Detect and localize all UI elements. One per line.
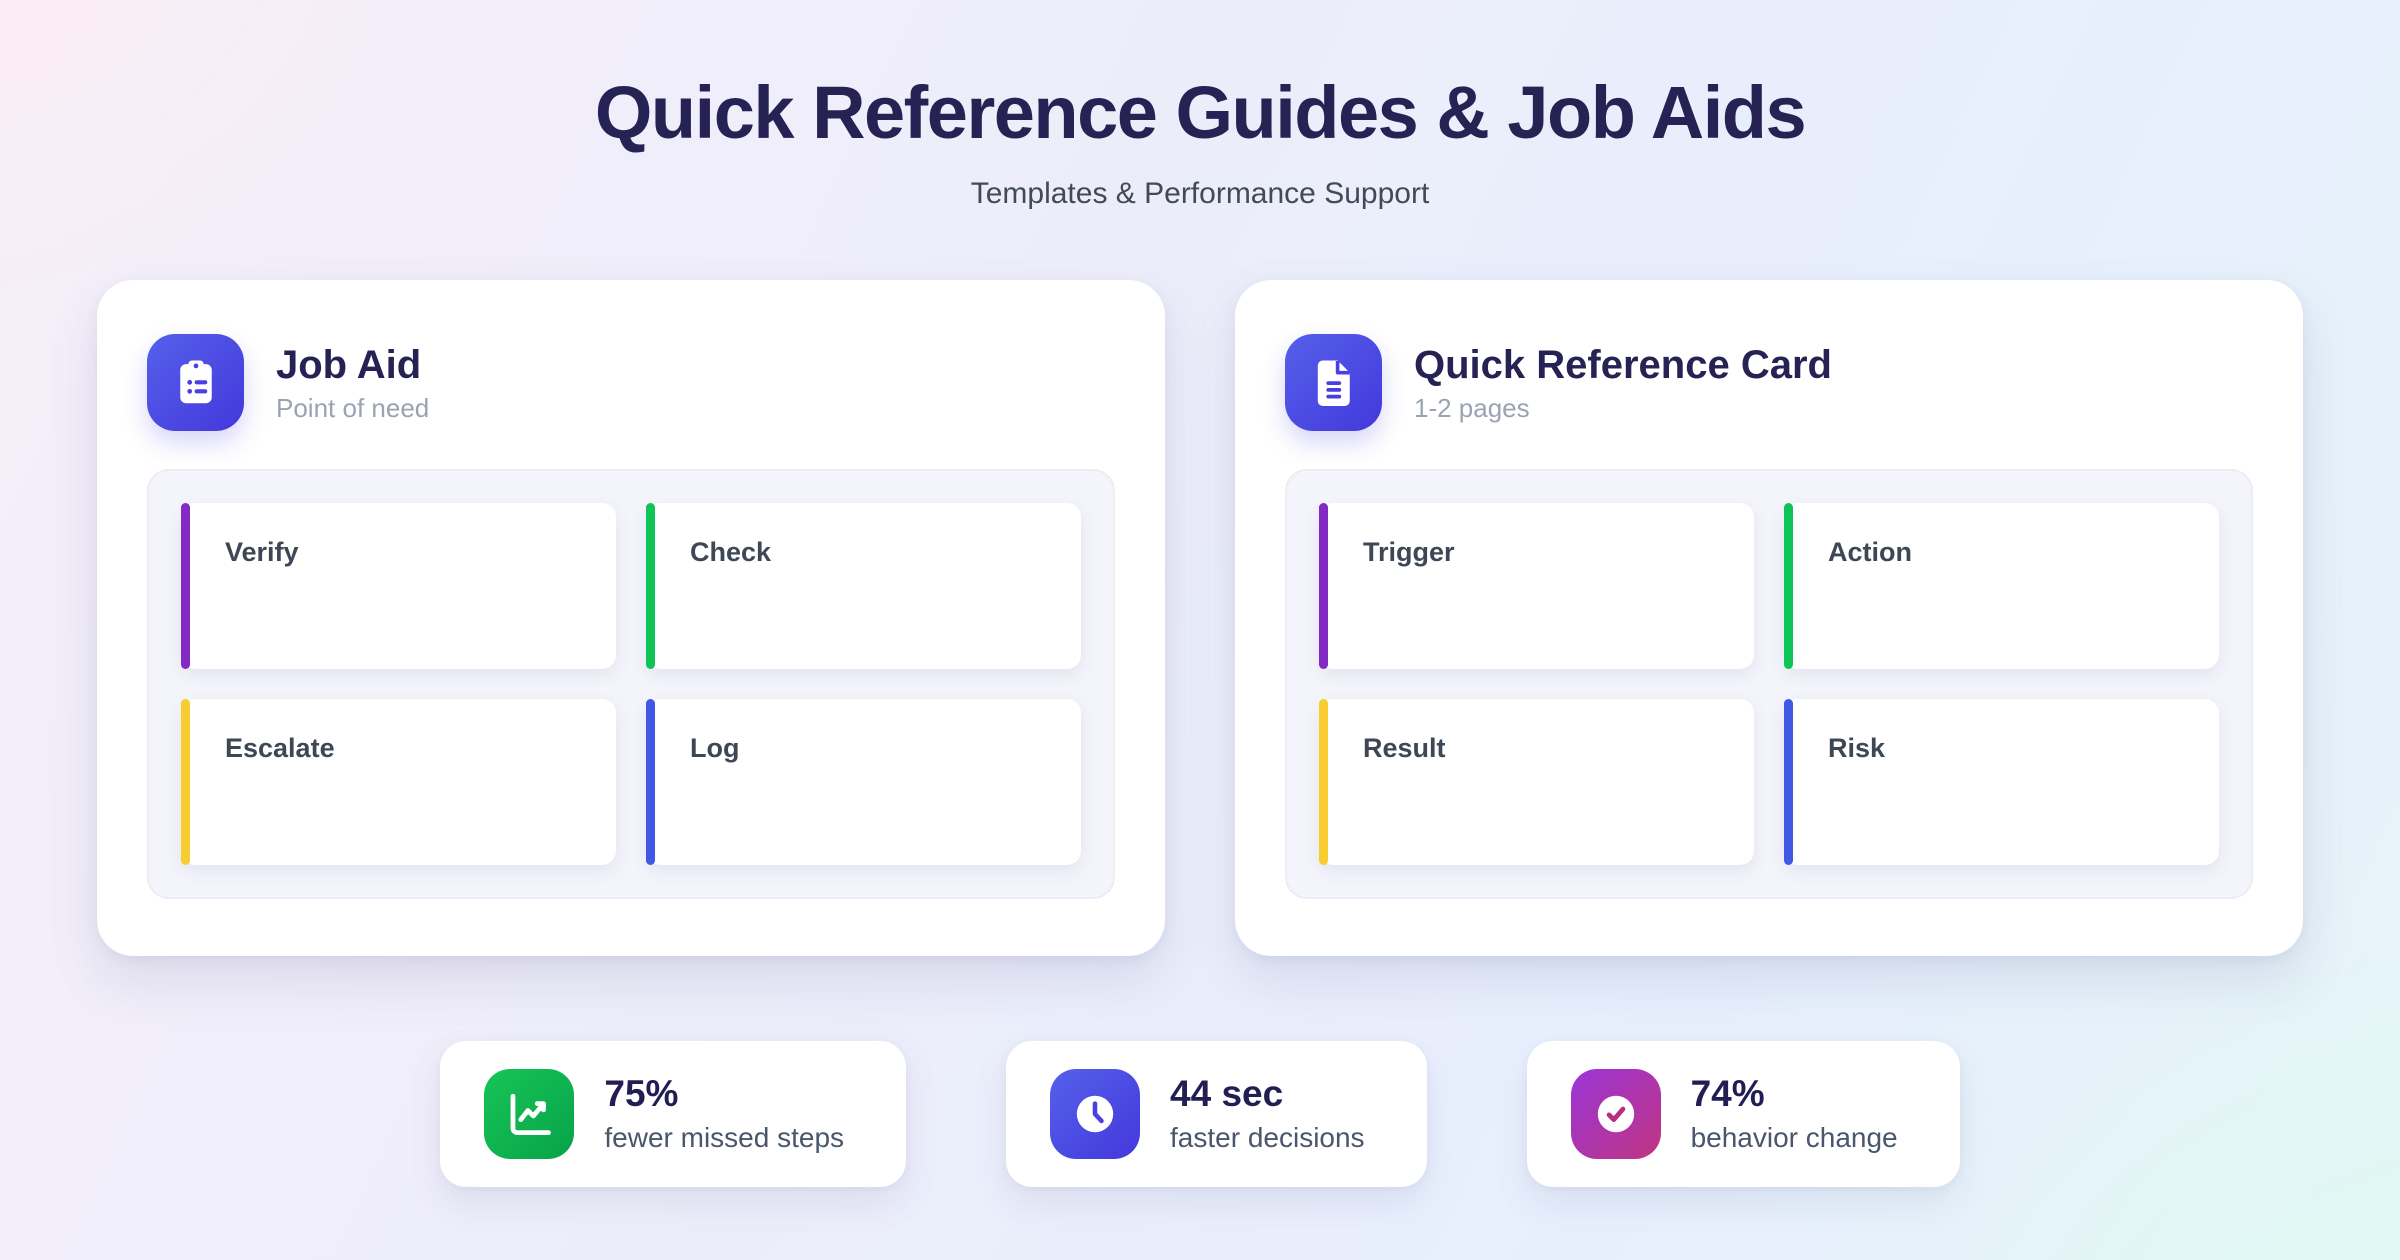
- job-aid-card: Job Aid Point of need Verify Check Escal…: [97, 280, 1165, 956]
- stat-label: behavior change: [1690, 1121, 1898, 1153]
- card-title: Quick Reference Card: [1414, 342, 1832, 387]
- stat-value: 44 sec: [1170, 1073, 1284, 1115]
- template-cell-risk: Risk: [1784, 699, 2219, 865]
- stat-card-behavior-change: 74% behavior change: [1526, 1041, 1960, 1187]
- stats-row: 75% fewer missed steps 44 sec faster dec…: [0, 1041, 2400, 1187]
- stat-label: fewer missed steps: [604, 1121, 845, 1153]
- job-aid-card-heading: Job Aid Point of need: [276, 342, 429, 424]
- quick-reference-card: Quick Reference Card 1-2 pages Trigger A…: [1235, 280, 2303, 956]
- template-cell-log: Log: [646, 699, 1081, 865]
- card-subtitle: 1-2 pages: [1414, 392, 1530, 423]
- job-aid-card-header: Job Aid Point of need: [147, 334, 1115, 431]
- page-header: Quick Reference Guides & Job Aids Templa…: [0, 72, 2400, 211]
- template-cards-row: Job Aid Point of need Verify Check Escal…: [0, 280, 2400, 956]
- file-text-icon: [1285, 334, 1382, 431]
- stat-text: 74% behavior change: [1690, 1073, 1898, 1154]
- page-subtitle: Templates & Performance Support: [970, 177, 1430, 211]
- clipboard-list-icon: [147, 334, 244, 431]
- stat-value: 75%: [604, 1073, 679, 1115]
- job-aid-template-panel: Verify Check Escalate Log: [147, 469, 1115, 899]
- template-cell-trigger: Trigger: [1319, 503, 1754, 669]
- quick-reference-card-header: Quick Reference Card 1-2 pages: [1285, 334, 2253, 431]
- template-cell-check: Check: [646, 503, 1081, 669]
- stat-card-fewer-missed-steps: 75% fewer missed steps: [440, 1041, 907, 1187]
- card-title: Job Aid: [276, 342, 422, 387]
- page-title: Quick Reference Guides & Job Aids: [594, 71, 1807, 154]
- stat-card-faster-decisions: 44 sec faster decisions: [1006, 1041, 1427, 1187]
- stat-value: 74%: [1690, 1073, 1765, 1115]
- stat-text: 75% fewer missed steps: [604, 1073, 845, 1154]
- chart-line-icon: [484, 1069, 575, 1159]
- quick-reference-template-panel: Trigger Action Result Risk: [1285, 469, 2253, 899]
- clock-icon: [1050, 1069, 1141, 1159]
- card-subtitle: Point of need: [276, 392, 430, 423]
- stat-text: 44 sec faster decisions: [1170, 1073, 1365, 1154]
- quick-reference-card-heading: Quick Reference Card 1-2 pages: [1414, 342, 1832, 424]
- template-cell-verify: Verify: [181, 503, 616, 669]
- circle-check-icon: [1570, 1069, 1661, 1159]
- template-cell-escalate: Escalate: [181, 699, 616, 865]
- template-cell-result: Result: [1319, 699, 1754, 865]
- template-cell-action: Action: [1784, 503, 2219, 669]
- stat-label: faster decisions: [1170, 1121, 1365, 1153]
